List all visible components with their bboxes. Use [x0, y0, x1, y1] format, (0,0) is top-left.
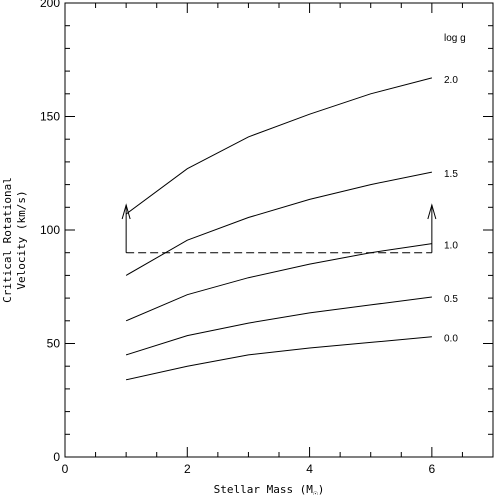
y-tick-label: 150: [40, 110, 60, 124]
x-tick-label: 2: [184, 462, 191, 476]
series-line: [125, 336, 432, 381]
arrow-head: [427, 203, 437, 220]
y-tick-label: 200: [40, 0, 60, 10]
arrow-head: [121, 203, 131, 220]
legend-title: log g: [444, 33, 466, 44]
series-line: [125, 243, 432, 322]
plot-frame: [64, 2, 494, 458]
axis-ticks: [64, 2, 494, 458]
x-tick-label: 6: [429, 462, 436, 476]
y-axis-title-line1: Critical Rotational: [1, 177, 14, 303]
tick-labels: 0 2 4 6 0 50 100 150 200 2.0 1.5 1.0 0.5 0.0: [40, 0, 458, 476]
series-label: 1.0: [444, 241, 458, 252]
series-label: 2.0: [444, 75, 458, 86]
series-lines: [125, 77, 433, 381]
y-axis-title-line2: Velocity (km/s): [15, 190, 28, 289]
annotations: [121, 203, 437, 254]
x-axis-title-close: ): [318, 483, 325, 495]
series-label: 1.5: [444, 169, 458, 180]
series-line: [125, 296, 432, 356]
series-line: [125, 77, 433, 215]
x-tick-label: 4: [306, 462, 313, 476]
y-tick-label: 100: [40, 223, 60, 237]
x-axis-title-main: Stellar Mass (M: [214, 483, 314, 495]
x-tick-label: 0: [62, 462, 69, 476]
series-label: 0.5: [444, 294, 458, 305]
sun-symbol: ☉: [313, 489, 318, 495]
x-axis-title: Stellar Mass (M☉): [214, 483, 325, 495]
y-tick-label: 50: [47, 337, 61, 351]
series-label: 0.0: [444, 334, 458, 345]
y-tick-label: 0: [53, 450, 60, 464]
series-line: [125, 171, 433, 276]
